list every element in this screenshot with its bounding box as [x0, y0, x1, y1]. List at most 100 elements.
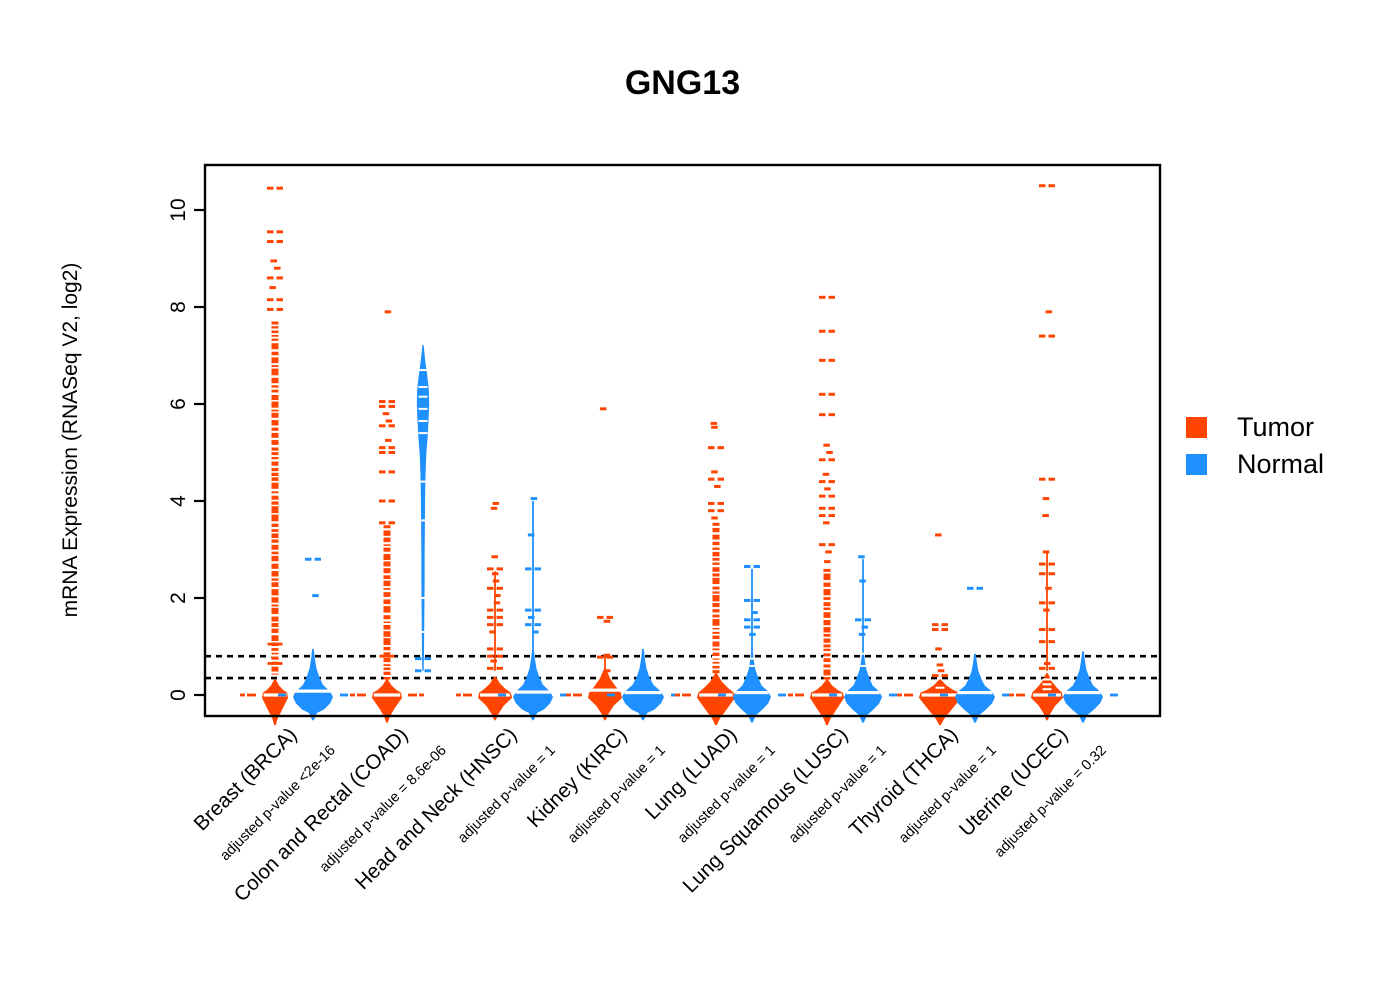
x-label-THCA: Thyroid (THCA)	[845, 723, 963, 841]
outlier-dot-tumor-HNSC	[496, 567, 503, 571]
median-line-tumor-COAD	[373, 693, 401, 697]
outlier-dot-normal-LUSC	[858, 632, 866, 636]
outlier-dot-tumor-LUAD	[717, 446, 724, 450]
outlier-dot-tumor-THCA	[941, 623, 948, 627]
outlier-dot-tumor-THCA	[935, 647, 942, 651]
y-tick-label: 6	[167, 398, 190, 410]
outlier-dot-tumor-HNSC	[496, 647, 503, 651]
outlier-dot-tumor-LUSC	[828, 494, 835, 498]
outlier-dot-normal-LUAD	[749, 632, 756, 636]
outlier-dot-normal-COAD	[415, 657, 422, 661]
outlier-dot-tumor-LUSC	[828, 543, 835, 547]
outlier-dot-tumor-BRCA	[267, 186, 274, 190]
outlier-dot-tumor-LUAD	[717, 509, 724, 513]
outlier-dot-normal-HNSC	[534, 623, 541, 627]
y-tick-label: 8	[167, 301, 190, 313]
outlier-dot-tumor-HNSC	[487, 567, 494, 571]
outlier-dot-tumor-HNSC	[494, 594, 501, 598]
outlier-dot-tumor-LUSC	[828, 514, 835, 518]
outlier-dot-tumor-LUSC	[828, 295, 835, 299]
outlier-dot-tumor-HNSC	[490, 659, 497, 663]
outlier-dot-tumor-BRCA	[276, 298, 283, 302]
outlier-dot-tumor-THCA	[941, 628, 948, 632]
outlier-dot-normal-BRCA	[312, 594, 319, 598]
outlier-dot-tumor-HNSC	[487, 647, 494, 651]
outlier-dot-tumor-COAD	[385, 419, 393, 423]
y-tick-label: 0	[167, 689, 190, 701]
outlier-dot-tumor-LUSC	[819, 392, 826, 396]
violin-normal-LUAD	[733, 651, 771, 723]
outlier-dot-normal-LUAD	[744, 625, 751, 629]
violin-normal-KIRC	[622, 648, 664, 721]
violin-tumor-COAD	[372, 679, 402, 723]
outlier-dot-normal-LUAD	[744, 564, 751, 568]
violin-normal-LUSC	[844, 651, 882, 723]
plot-frame	[203, 163, 1162, 718]
outlier-dot-tumor-LUSC	[819, 413, 826, 417]
outlier-dot-tumor-LUSC	[819, 329, 826, 333]
median-line-tumor-UCEC	[1032, 693, 1062, 697]
violin-tumor-BRCA	[262, 679, 288, 726]
median-line-normal-BRCA	[295, 689, 331, 693]
outlier-dot-tumor-HNSC	[487, 608, 494, 612]
outlier-dot-tumor-HNSC	[491, 572, 499, 576]
outlier-dot-tumor-HNSC	[496, 654, 503, 658]
point-column-tumor-BRCA	[271, 321, 279, 675]
outlier-dot-normal-COAD	[424, 669, 431, 673]
wide-dash-tumor-COAD	[379, 654, 395, 658]
outlier-dot-tumor-COAD	[388, 451, 395, 454]
violin-tumor-THCA	[919, 679, 961, 726]
outlier-dot-normal-LUAD	[751, 611, 758, 615]
outlier-dot-normal-LUAD	[753, 564, 760, 568]
x-label-KIRC: Kidney (KIRC)	[523, 723, 632, 832]
normal-swatch-icon	[1186, 454, 1207, 475]
outlier-dot-tumor-LUAD	[717, 501, 724, 505]
outlier-dot-tumor-BRCA	[267, 276, 274, 280]
outlier-dot-tumor-LUSC	[819, 514, 826, 518]
outlier-dot-normal-HNSC	[525, 608, 532, 612]
outlier-dot-tumor-LUSC	[824, 560, 831, 564]
outlier-dot-tumor-THCA	[937, 669, 945, 673]
outlier-dot-normal-BRCA	[314, 557, 321, 561]
outlier-dot-tumor-LUSC	[828, 392, 835, 396]
outlier-dot-normal-HNSC	[532, 630, 539, 634]
outlier-dot-tumor-HNSC	[496, 623, 503, 627]
outlier-dot-normal-LUAD	[753, 618, 760, 622]
outlier-dot-tumor-THCA	[932, 674, 939, 678]
wide-dash-tumor-BRCA	[267, 662, 283, 665]
violin-tumor-HNSC	[478, 676, 512, 721]
outlier-dot-normal-HNSC	[527, 533, 535, 537]
outlier-dot-tumor-BRCA	[274, 266, 281, 270]
wide-dash-tumor-BRCA	[267, 642, 283, 646]
outlier-dot-tumor-HNSC	[496, 608, 503, 612]
outlier-dot-tumor-BRCA	[267, 307, 274, 311]
outlier-dot-tumor-COAD	[379, 424, 386, 428]
outlier-dot-tumor-LUAD	[714, 484, 721, 488]
legend-label-tumor: Tumor	[1237, 412, 1315, 442]
outlier-dot-tumor-KIRC	[597, 615, 604, 619]
x-label-BRCA: Breast (BRCA)	[189, 723, 301, 835]
outlier-dot-tumor-UCEC	[1048, 666, 1055, 670]
outlier-dot-tumor-KIRC	[599, 407, 607, 411]
outlier-dot-tumor-UCEC	[1048, 640, 1055, 644]
median-line-normal-UCEC	[1065, 690, 1101, 695]
outlier-dot-normal-COAD	[415, 669, 422, 673]
outlier-dot-tumor-UCEC	[1048, 184, 1055, 188]
outlier-dot-tumor-UCEC	[1048, 572, 1055, 576]
outlier-dot-normal-LUAD	[744, 618, 751, 622]
outlier-dot-tumor-KIRC	[603, 669, 611, 673]
outlier-dot-tumor-UCEC	[1043, 661, 1051, 665]
outlier-dot-tumor-UCEC	[1042, 514, 1049, 518]
outlier-dot-tumor-HNSC	[492, 579, 500, 583]
outlier-dot-normal-THCA	[976, 586, 983, 590]
outlier-dot-tumor-UCEC	[1048, 628, 1055, 632]
outlier-dot-tumor-BRCA	[276, 307, 283, 311]
violin-tumor-LUAD	[697, 673, 735, 726]
outlier-dot-tumor-UCEC	[1039, 334, 1046, 338]
outlier-dot-tumor-HNSC	[493, 601, 501, 605]
outlier-dot-normal-HNSC	[534, 567, 541, 571]
outlier-dot-tumor-LUAD	[717, 477, 724, 481]
median-line-tumor-LUAD	[699, 693, 733, 697]
outlier-dot-tumor-BRCA	[267, 230, 274, 234]
